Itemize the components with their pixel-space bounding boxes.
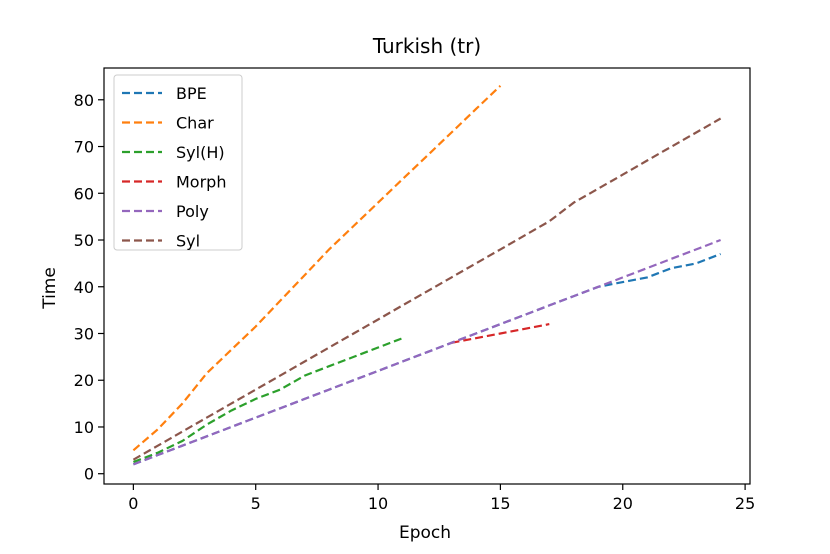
chart-title: Turkish (tr) — [372, 34, 481, 58]
y-axis-label: Time — [40, 267, 60, 310]
series-line-syl — [132, 117, 722, 461]
legend-entry: Syl — [176, 232, 200, 251]
legend-entry: Char — [176, 114, 214, 133]
x-tick-label: 20 — [613, 494, 633, 513]
y-tick-label: 30 — [74, 324, 94, 343]
x-tick-label: 10 — [368, 494, 388, 513]
y-tick-label: 20 — [74, 371, 94, 390]
y-tick-label: 10 — [74, 418, 94, 437]
legend-entry: Poly — [176, 202, 209, 221]
y-tick-label: 60 — [74, 184, 94, 203]
legend-box — [113, 74, 243, 251]
y-tick-label: 80 — [74, 91, 94, 110]
y-tick-label: 70 — [74, 138, 94, 157]
series-line-morph — [451, 323, 550, 344]
x-axis-label: Epoch — [399, 523, 451, 543]
x-tick-label: 25 — [735, 494, 755, 513]
x-tick-label: 15 — [490, 494, 510, 513]
y-tick-label: 50 — [74, 231, 94, 250]
legend: BPE Char Syl(H) Morph Poly Syl — [113, 74, 243, 251]
legend-entry: BPE — [176, 84, 207, 103]
y-tick-label: 40 — [74, 278, 94, 297]
series-line-syl-h — [133, 337, 403, 464]
legend-entry: Morph — [176, 173, 226, 192]
y-tick-label: 0 — [84, 465, 94, 484]
legend-entry: Syl(H) — [176, 143, 225, 162]
y-axis-ticks: 0 10 20 30 40 50 60 70 80 — [74, 91, 104, 484]
x-tick-label: 5 — [251, 494, 261, 513]
series-lines — [132, 85, 722, 466]
series-line-char — [132, 85, 502, 452]
plot-area-frame — [103, 67, 751, 485]
series-line-poly — [133, 238, 721, 466]
x-tick-label: 0 — [128, 494, 138, 513]
x-axis-ticks: 0 5 10 15 20 25 — [128, 484, 755, 513]
